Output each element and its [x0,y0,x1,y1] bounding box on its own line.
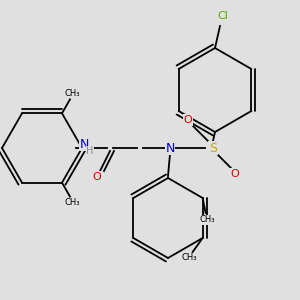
Text: CH₃: CH₃ [64,89,80,98]
Text: CH₃: CH₃ [200,215,215,224]
Text: O: O [184,115,192,125]
Text: O: O [93,172,101,182]
Text: CH₃: CH₃ [64,198,80,207]
Text: S: S [209,142,217,154]
Text: O: O [231,169,239,179]
Text: Cl: Cl [218,11,228,21]
Text: H: H [86,146,94,156]
Text: N: N [165,142,175,154]
Text: N: N [79,137,89,151]
Text: CH₃: CH₃ [182,254,197,262]
